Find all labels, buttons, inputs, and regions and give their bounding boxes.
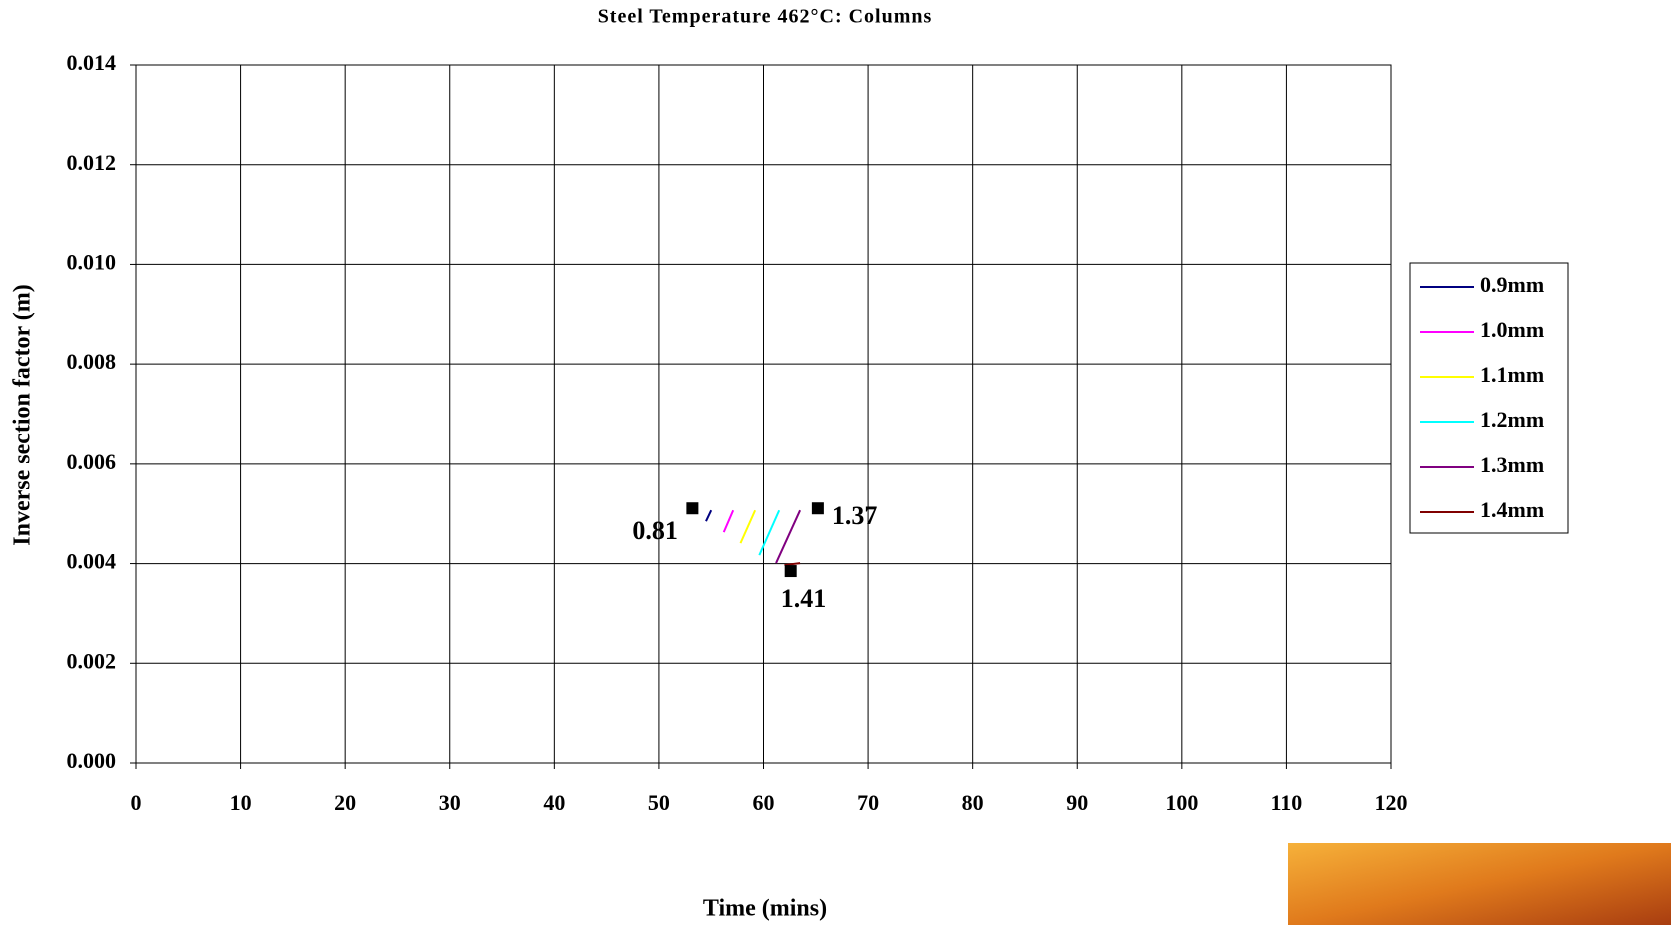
chart-title: Steel Temperature 462°C: Columns [598, 6, 933, 28]
x-tick-label: 10 [230, 790, 252, 815]
y-tick-label: 0.014 [67, 50, 117, 75]
x-tick-label: 80 [962, 790, 984, 815]
series-line [775, 509, 802, 564]
legend-label: 0.9mm [1480, 272, 1544, 297]
x-tick-label: 0 [131, 790, 142, 815]
x-tick-label: 110 [1271, 790, 1303, 815]
y-tick-label: 0.000 [67, 748, 117, 773]
series-line [784, 562, 801, 567]
x-axis-label: Time (mins) [703, 896, 827, 922]
x-tick-label: 120 [1375, 790, 1408, 815]
x-tick-label: 40 [543, 790, 565, 815]
annotation-marker [686, 502, 699, 515]
y-tick-label: 0.012 [67, 150, 117, 175]
y-tick-label: 0.010 [67, 249, 117, 274]
y-tick-label: 0.002 [67, 648, 117, 673]
x-tick-label: 90 [1066, 790, 1088, 815]
decorative-image [1288, 843, 1671, 925]
annotation-label: 1.37 [832, 501, 878, 530]
series-line [705, 509, 713, 522]
x-tick-label: 20 [334, 790, 356, 815]
y-axis-label: Inverse section factor (m) [10, 284, 36, 545]
x-tick-label: 70 [857, 790, 879, 815]
y-tick-label: 0.004 [67, 549, 117, 574]
annotation-label: 1.41 [781, 584, 827, 613]
annotation-marker [784, 565, 797, 578]
y-tick-label: 0.008 [67, 349, 117, 374]
annotation-label: 0.81 [632, 516, 678, 545]
x-tick-label: 30 [439, 790, 461, 815]
legend-box [1409, 262, 1569, 534]
annotation-marker [811, 502, 824, 515]
series-line [739, 509, 757, 544]
x-tick-label: 60 [753, 790, 775, 815]
y-tick-label: 0.006 [67, 449, 117, 474]
legend-label: 1.4mm [1480, 497, 1544, 522]
x-tick-label: 100 [1165, 790, 1198, 815]
legend-label: 1.3mm [1480, 452, 1544, 477]
series-line [722, 509, 735, 533]
legend-label: 1.0mm [1480, 317, 1544, 342]
x-tick-label: 50 [648, 790, 670, 815]
series-line [758, 509, 781, 556]
legend-label: 1.1mm [1480, 362, 1544, 387]
legend-label: 1.2mm [1480, 407, 1544, 432]
